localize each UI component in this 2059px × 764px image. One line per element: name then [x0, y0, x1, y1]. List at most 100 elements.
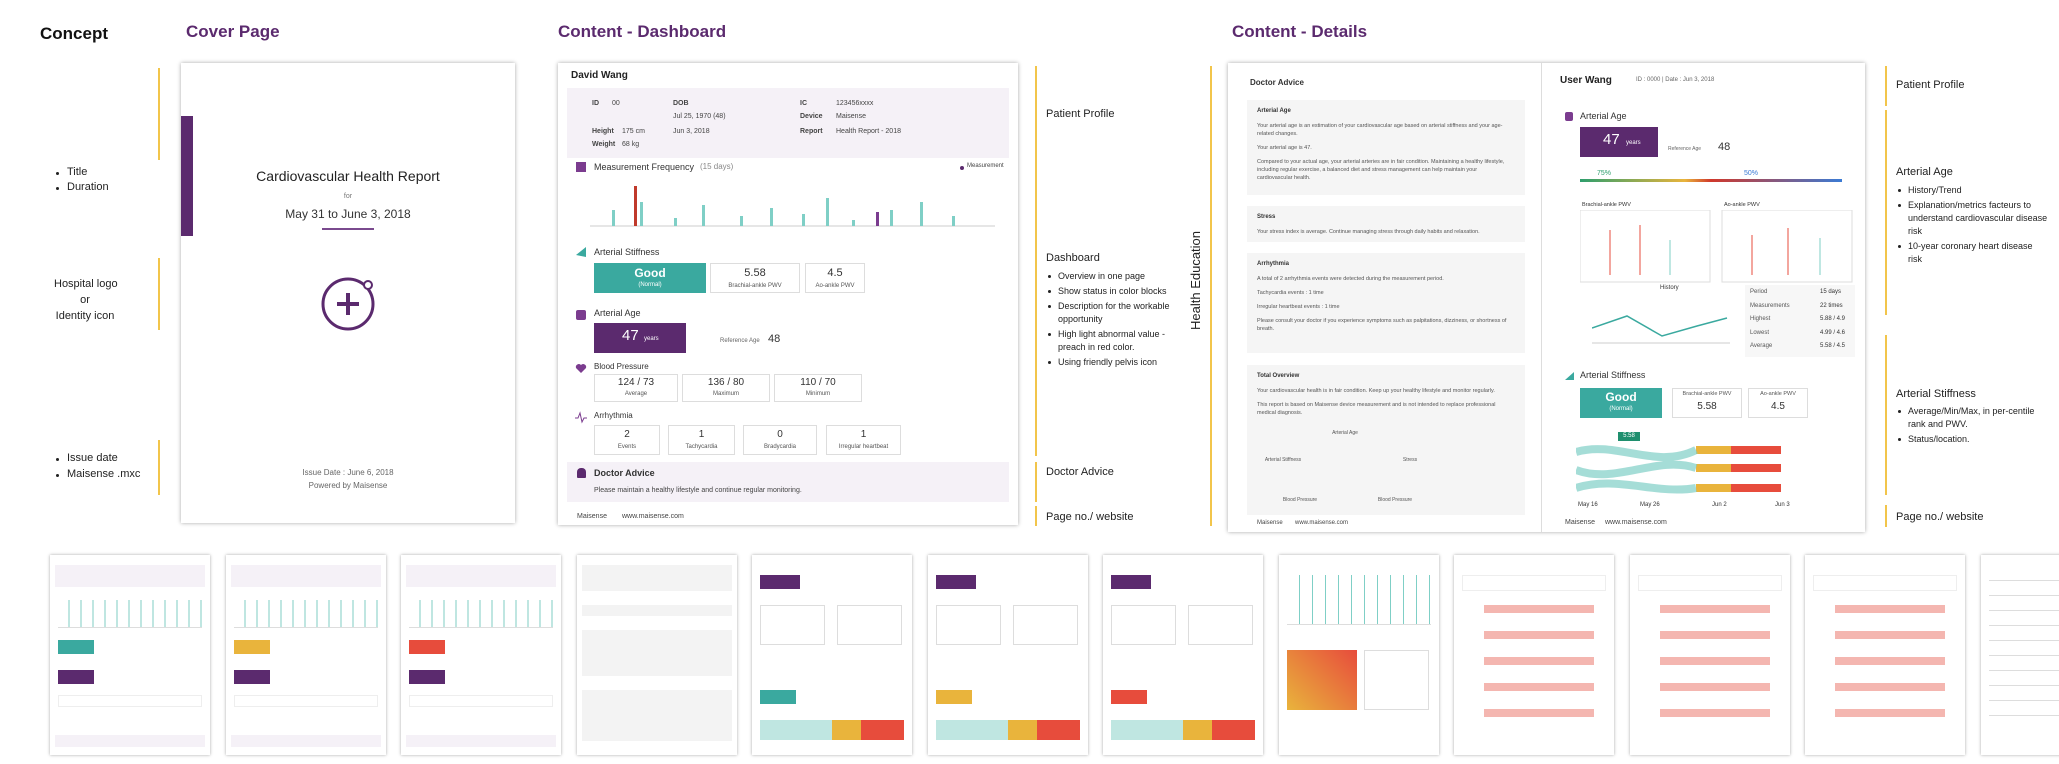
pressure-value: 124 / 73 [617, 377, 655, 388]
thumb-bar [1484, 683, 1594, 691]
field-label: IC [800, 100, 807, 107]
thumb-age [1111, 575, 1151, 589]
field-value: 68 kg [622, 141, 640, 148]
annotation: Arterial Stiffness [1896, 388, 1976, 400]
age-value: 47 [1603, 131, 1620, 148]
chart-title: Ao-ankle PWV [1724, 202, 1760, 208]
event-count: 1 [698, 429, 705, 440]
card-text: Compared to your actual age, your arteri… [1257, 159, 1505, 181]
value-box [774, 374, 862, 402]
age-value: 47 [622, 327, 639, 344]
bullet [1048, 305, 1051, 308]
bullet [56, 172, 59, 175]
bullet-point: Description for the workable opportunity [1058, 301, 1170, 324]
accent-bar [181, 116, 193, 236]
note: Title [67, 166, 88, 178]
thumb-bar [1659, 631, 1770, 639]
stat-label: Average [1750, 343, 1773, 349]
thumb-row [1988, 625, 2059, 626]
note: Maisense .mxc [67, 468, 141, 480]
field-label: Device [800, 113, 823, 120]
thumb-chart [233, 600, 378, 628]
card-title: Total Overview [1257, 373, 1300, 379]
stat-label: Period [1750, 289, 1768, 295]
radar-label: Blood Pressure [1282, 497, 1318, 503]
section-title: Content - Dashboard [558, 22, 727, 41]
bullet-point: 10-year coronary heart disease risk [1908, 241, 2033, 264]
footer: www.maisense.com [1605, 519, 1667, 526]
bullet [1048, 275, 1051, 278]
profile-panel [567, 88, 1009, 158]
section-label: Arterial Stiffness [1580, 370, 1646, 380]
thumb-row [58, 695, 202, 707]
stat-label: Highest [1750, 316, 1771, 322]
card-text: Please consult your doctor if you experi… [1257, 318, 1507, 332]
thumb-chart [1188, 605, 1253, 645]
status: Good [1605, 390, 1637, 404]
pressure-label: Minimum [805, 391, 831, 397]
thumbnail [401, 555, 561, 755]
thumb-age [409, 670, 445, 684]
metric-label: Brachial-ankle PWV [728, 283, 782, 289]
radar-label: Arterial Stiffness [1264, 457, 1302, 463]
thumb-row [1988, 640, 2059, 641]
divider [158, 68, 160, 160]
metric-value: 4.5 [1771, 401, 1785, 412]
section-label: Arrhythmia [594, 411, 633, 420]
radar-label: Stress [1402, 457, 1418, 463]
bullet-point: Using friendly pelvis icon [1058, 357, 1158, 367]
section-label: Arterial Stiffness [594, 247, 660, 257]
frequency-chart [590, 186, 995, 227]
bullet [56, 458, 59, 461]
thumbnail [1629, 555, 1790, 755]
bullet [1898, 189, 1901, 192]
date-label: Jun 2 [1712, 502, 1727, 508]
marker-box [1618, 432, 1640, 441]
flow-chart [1576, 445, 1781, 494]
bullet [56, 187, 59, 190]
thumb-row [1988, 610, 2059, 611]
thumb-bar [1484, 709, 1594, 717]
thumb-bar [1659, 709, 1770, 717]
bullet [1898, 410, 1901, 413]
card-text: This report is based on Maisense device … [1257, 402, 1496, 416]
thumb-card [581, 630, 732, 676]
advice-card [1247, 365, 1525, 515]
advice-card [1247, 206, 1525, 242]
thumb-panel [406, 565, 556, 587]
age-icon [1565, 112, 1573, 121]
section-title: Content - Details [1232, 22, 1368, 41]
divider [1885, 505, 1887, 527]
footer: Maisense [577, 513, 607, 520]
event-count: 0 [777, 429, 783, 440]
thumb-age [935, 575, 976, 589]
percent: 50% [1744, 170, 1759, 177]
age-box [594, 323, 686, 353]
stiffness-icon [1565, 372, 1574, 380]
date-label: May 26 [1640, 502, 1660, 508]
bullet-point: Show status in color blocks [1058, 286, 1167, 296]
stat-value: 5.58 / 4.5 [1820, 343, 1846, 349]
pressure-value: 136 / 80 [707, 377, 745, 388]
text: May 31 to June 3, 2018 [285, 207, 411, 221]
radar-label: Blood Pressure [1377, 497, 1413, 503]
percent: 75% [1597, 170, 1612, 177]
field-value: 00 [612, 100, 620, 107]
section-icons [575, 162, 587, 424]
divider [1885, 66, 1887, 106]
metric-box [1748, 388, 1808, 418]
report-title: Cardiovascular Health Report [256, 168, 440, 184]
thumb-card [581, 605, 732, 616]
status-box [1580, 388, 1662, 418]
thumb-row [409, 695, 553, 707]
metric-box [1672, 388, 1742, 418]
age-box [1580, 127, 1658, 157]
stat-value: 15 days [1820, 289, 1842, 295]
thumb-card [581, 565, 732, 591]
reference-age: 48 [768, 333, 781, 345]
thumb-flow [1111, 720, 1255, 740]
card-text: Your cardiovascular health is in fair co… [1257, 388, 1495, 394]
card-text: A total of 2 arrhythmia events were dete… [1257, 276, 1444, 282]
bullet [1048, 333, 1051, 336]
thumb-age [58, 670, 94, 684]
